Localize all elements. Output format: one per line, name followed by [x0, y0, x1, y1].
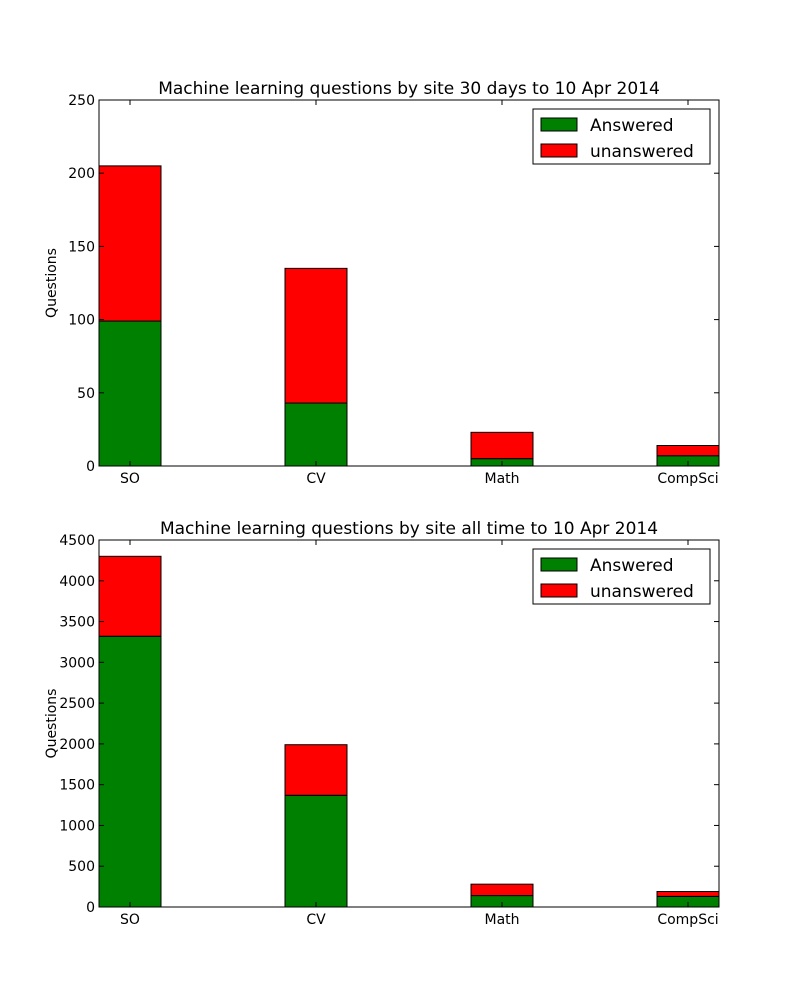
- chart-title: Machine learning questions by site 30 da…: [158, 79, 660, 99]
- y-tick-label: 3500: [59, 615, 95, 631]
- bar-answered-cv: [284, 402, 348, 467]
- y-tick-label: 100: [68, 313, 95, 329]
- legend-label-unanswered: unanswered: [590, 142, 694, 162]
- y-tick-label: 0: [86, 900, 95, 916]
- y-tick-label: 4500: [59, 533, 95, 549]
- bar-unanswered-so: [98, 555, 162, 637]
- bars: [98, 555, 720, 908]
- x-tick-label-compsci: CompSci: [657, 912, 718, 928]
- bar-unanswered-compsci: [656, 445, 720, 457]
- legend-label-answered: Answered: [590, 556, 674, 576]
- x-tick-label-cv: CV: [306, 912, 326, 928]
- legend-swatch-unanswered: [540, 143, 578, 158]
- y-tick-label: 2000: [59, 737, 95, 753]
- bar-unanswered-compsci: [656, 891, 720, 897]
- legend-swatch-answered: [540, 557, 578, 572]
- y-tick-label: 1500: [59, 778, 95, 794]
- bar-unanswered-so: [98, 165, 162, 322]
- y-axis-label: Questions: [44, 689, 60, 759]
- y-axis-label: Questions: [44, 248, 60, 318]
- bar-answered-so: [98, 320, 162, 467]
- legend: Answered unanswered: [532, 548, 711, 605]
- bar-answered-so: [98, 635, 162, 908]
- ticks: 0 50 100 150 200 250 SO CV Math CompSci: [68, 93, 719, 487]
- bar-unanswered-math: [470, 431, 534, 460]
- bar-unanswered-cv: [284, 744, 348, 796]
- chart-all-time: Machine learning questions by site all t…: [44, 519, 720, 928]
- x-tick-label-so: SO: [120, 912, 140, 928]
- y-tick-label: 1000: [59, 818, 95, 834]
- y-tick-label: 150: [68, 239, 95, 255]
- bar-unanswered-math: [470, 883, 534, 897]
- x-tick-label-math: Math: [484, 471, 519, 487]
- bars: [98, 165, 720, 467]
- y-tick-label: 500: [68, 859, 95, 875]
- y-tick-label: 4000: [59, 574, 95, 590]
- y-tick-label: 0: [86, 459, 95, 475]
- y-tick-label: 50: [77, 386, 95, 402]
- x-tick-label-so: SO: [120, 471, 140, 487]
- y-tick-label: 200: [68, 166, 95, 182]
- chart-30-days: Machine learning questions by site 30 da…: [44, 79, 720, 487]
- plot-frame: [98, 99, 720, 467]
- legend-label-answered: Answered: [590, 116, 674, 136]
- legend-swatch-unanswered: [540, 583, 578, 598]
- y-tick-label: 250: [68, 93, 95, 109]
- chart-title: Machine learning questions by site all t…: [160, 519, 658, 539]
- x-tick-label-cv: CV: [306, 471, 326, 487]
- y-tick-label: 3000: [59, 655, 95, 671]
- legend: Answered unanswered: [532, 108, 711, 165]
- x-tick-label-compsci: CompSci: [657, 471, 718, 487]
- x-tick-label-math: Math: [484, 912, 519, 928]
- plot-frame: [98, 539, 720, 908]
- bar-answered-cv: [284, 794, 348, 908]
- legend-swatch-answered: [540, 117, 578, 132]
- y-tick-label: 2500: [59, 696, 95, 712]
- ticks: 0 500 1000 1500 2000 2500 3000 3500 4000 4500 SO CV…: [59, 533, 719, 928]
- legend-label-unanswered: unanswered: [590, 582, 694, 602]
- bar-unanswered-cv: [284, 267, 348, 404]
